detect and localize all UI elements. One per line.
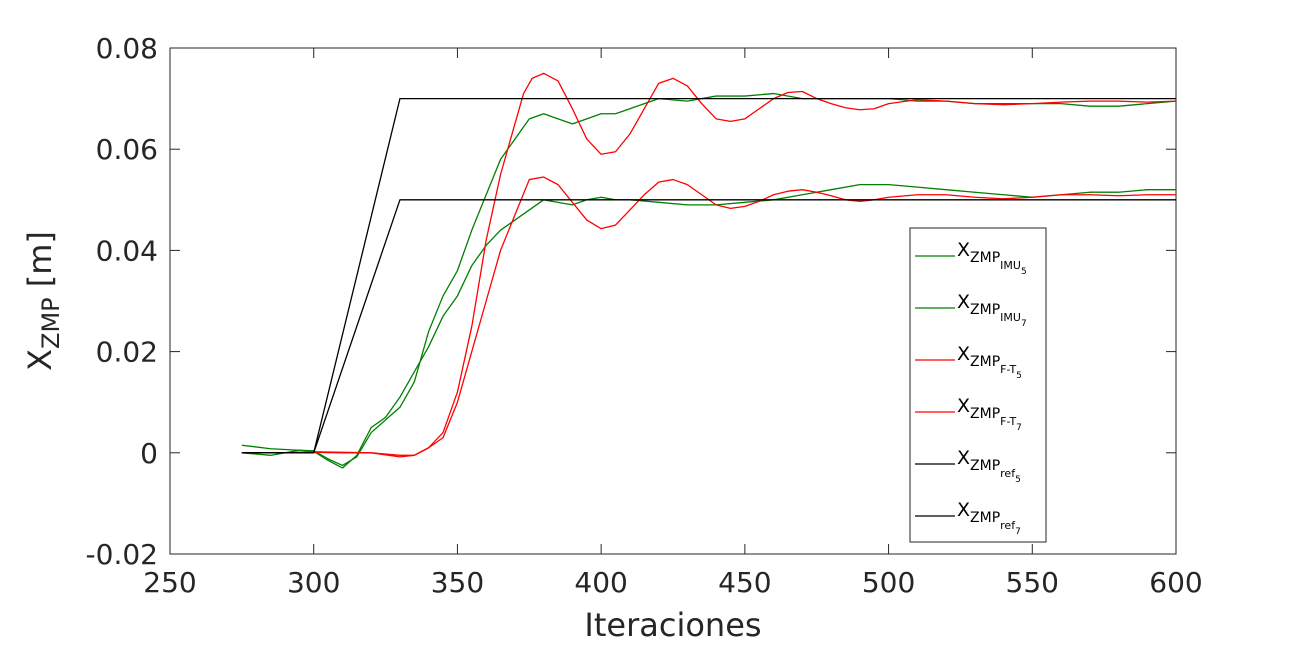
x-tick-label: 250 — [143, 566, 196, 599]
legend-entry-3: XZMPF-T5 — [957, 343, 1022, 381]
y-tick-label: 0.04 — [96, 234, 158, 267]
x-tick-label: 350 — [431, 566, 484, 599]
legend-entry-2: XZMPIMU7 — [957, 291, 1027, 329]
x-tick-label: 300 — [287, 566, 340, 599]
y-tick-label: -0.02 — [86, 538, 158, 571]
x-axis-label: Iteraciones — [584, 606, 761, 644]
y-axis-label-main: X — [21, 349, 59, 371]
x-tick-label: 500 — [862, 566, 915, 599]
series-line-6 — [241, 97, 1176, 454]
series-line-4 — [241, 72, 1177, 458]
legend-entry-5: XZMPref5 — [957, 447, 1021, 485]
legend: XZMPIMU5 XZMPIMU7 XZMPF-T5 XZMPF-T7 XZMPref5… — [909, 227, 1047, 543]
legend-entry-4: XZMPF-T7 — [957, 395, 1022, 433]
y-tick-label: 0.02 — [96, 336, 158, 369]
y-axis-label: XZMP [m] — [21, 231, 65, 371]
x-tick-label: 400 — [574, 566, 627, 599]
x-tick-label: 450 — [718, 566, 771, 599]
legend-box — [909, 227, 1047, 543]
y-axis-label-unit: [m] — [21, 231, 59, 297]
y-tick-label: 0.08 — [96, 32, 158, 65]
y-tick-label: 0 — [140, 437, 158, 470]
x-tick-label: 550 — [1006, 566, 1059, 599]
x-tick-label: 600 — [1149, 566, 1202, 599]
ticks-layer: 250 300 350 400 450 500 550 600 -0.02 0 0.02 0.04 0.… — [86, 32, 1203, 599]
series-line-3 — [241, 176, 1176, 456]
y-axis-label-sub: ZMP — [37, 297, 65, 349]
legend-entry-1: XZMPIMU5 — [957, 239, 1027, 277]
y-tick-label: 0.06 — [96, 133, 158, 166]
series-layer — [241, 72, 1177, 469]
legend-entry-6: XZMPref7 — [957, 499, 1021, 537]
